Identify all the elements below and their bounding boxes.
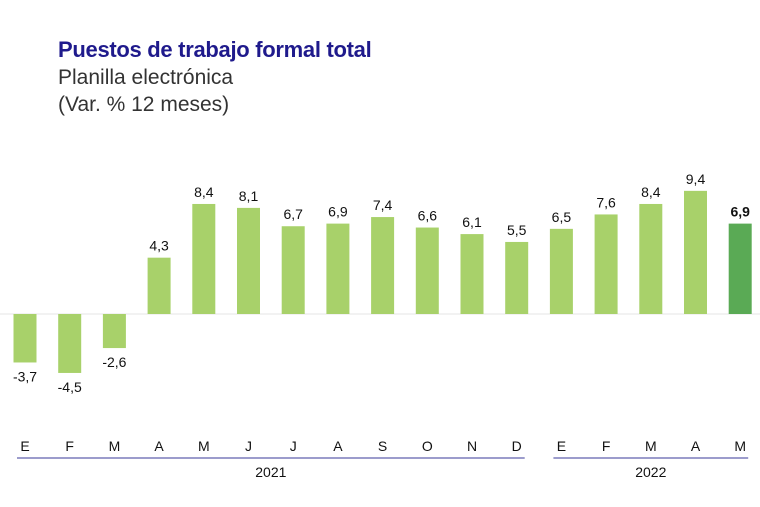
chart-unit-label: (Var. % 12 meses): [58, 93, 230, 116]
chart-title: Puestos de trabajo formal total: [58, 37, 372, 62]
bar: [505, 241, 529, 314]
x-tick-label: A: [333, 438, 343, 454]
bar-value-label: 6,9: [328, 204, 348, 220]
bar-value-label: 8,4: [641, 184, 661, 200]
x-tick-label: N: [467, 438, 477, 454]
year-label: 2021: [255, 464, 286, 480]
x-tick-label: D: [512, 438, 522, 454]
x-tick-label: O: [422, 438, 433, 454]
bar: [594, 214, 618, 314]
bar: [371, 217, 395, 314]
bar: [102, 314, 126, 349]
x-tick-label: S: [378, 438, 387, 454]
bar: [415, 227, 439, 314]
bar-value-label: 6,7: [283, 206, 303, 222]
bar: [326, 223, 350, 314]
bar: [684, 190, 707, 314]
bar-value-label: 5,5: [507, 222, 527, 238]
bar-value-label: 7,4: [373, 197, 393, 213]
bar: [13, 314, 37, 363]
bar-value-label: 8,4: [194, 184, 214, 200]
bar: [192, 203, 216, 314]
bar-value-label: 6,5: [552, 209, 572, 225]
bar: [281, 226, 305, 314]
bar: [549, 228, 573, 314]
bar-value-label: 8,1: [239, 188, 259, 204]
bar: [147, 257, 171, 314]
x-tick-label: F: [65, 438, 74, 454]
bar-value-label: -2,6: [102, 354, 126, 370]
x-tick-label: M: [734, 438, 746, 454]
bar: [728, 223, 752, 314]
x-tick-label: E: [20, 438, 29, 454]
year-label: 2022: [635, 464, 666, 480]
bar-value-label: -3,7: [13, 368, 37, 384]
chart-subtitle: Planilla electrónica: [58, 66, 234, 89]
bar-value-label: 9,4: [686, 171, 706, 187]
x-tick-label: E: [557, 438, 566, 454]
x-tick-label: J: [290, 438, 297, 454]
title-block: Puestos de trabajo formal total Planilla…: [58, 36, 372, 118]
bar-value-label: -4,5: [58, 379, 82, 395]
bar: [237, 207, 260, 314]
bar: [58, 314, 82, 373]
x-tick-label: J: [245, 438, 252, 454]
x-tick-label: M: [198, 438, 210, 454]
x-tick-label: A: [154, 438, 164, 454]
bar-value-label: 4,3: [149, 238, 169, 254]
x-tick-label: F: [602, 438, 611, 454]
bar: [460, 234, 484, 314]
x-tick-label: A: [691, 438, 701, 454]
bar-value-label: 7,6: [596, 194, 616, 210]
x-tick-label: M: [109, 438, 121, 454]
bar-value-label: 6,6: [418, 208, 438, 224]
x-tick-label: M: [645, 438, 657, 454]
bar-value-label: 6,9: [730, 204, 750, 220]
bar: [639, 203, 663, 314]
bar-value-label: 6,1: [462, 214, 482, 230]
